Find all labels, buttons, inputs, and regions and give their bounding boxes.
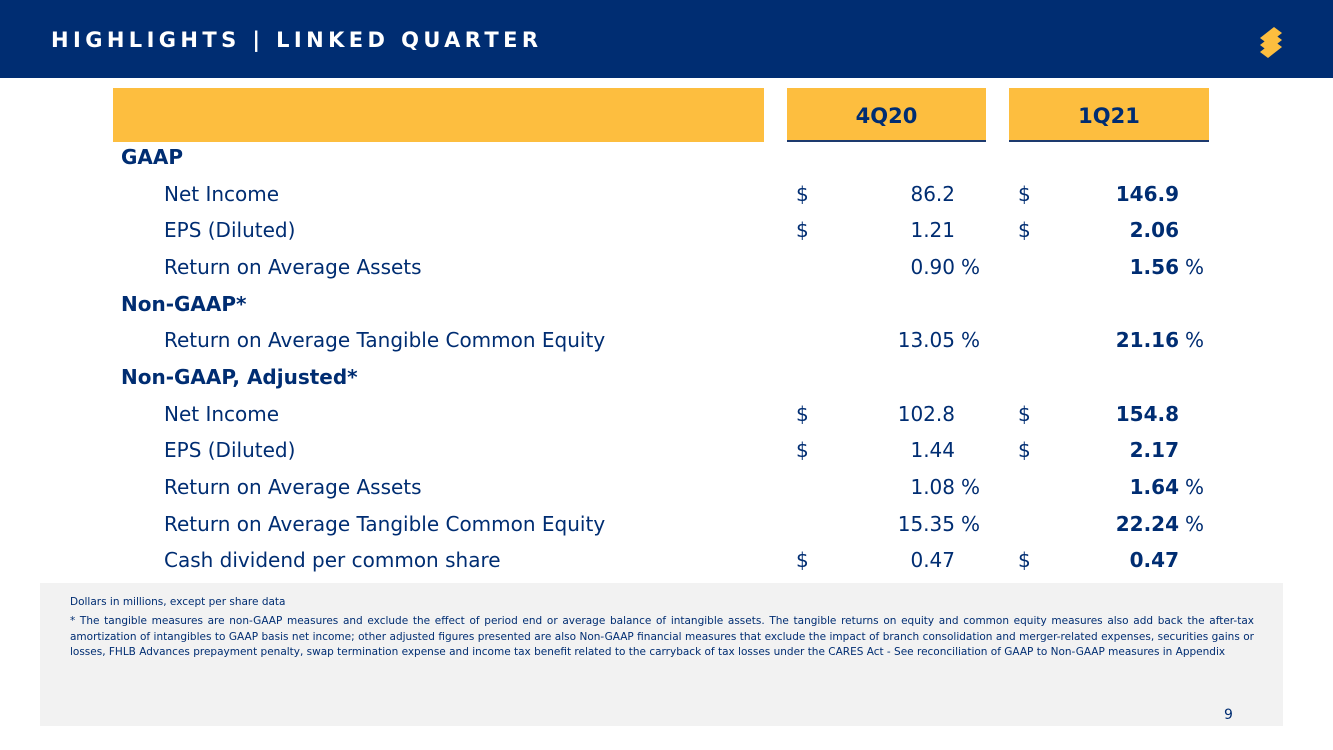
value-1q21: 1.64 [1129, 475, 1179, 499]
currency-symbol: $ [796, 402, 809, 426]
percent-sign: % [1185, 328, 1205, 352]
table-row: Return on Average Tangible Common Equity… [0, 506, 1333, 543]
currency-symbol: $ [796, 548, 809, 572]
value-1q21: 146.9 [1115, 182, 1179, 206]
row-label: Net Income [164, 182, 280, 206]
section-title: GAAP [121, 145, 184, 169]
row-label: Return on Average Tangible Common Equity [164, 512, 606, 536]
header-band-label [113, 88, 764, 142]
percent-sign: % [1185, 475, 1205, 499]
row-label: Return on Average Tangible Common Equity [164, 328, 606, 352]
value-4q20: 13.05 [897, 328, 955, 352]
row-label: Return on Average Assets [164, 475, 422, 499]
value-4q20: 0.47 [910, 548, 955, 572]
percent-sign: % [1185, 255, 1205, 279]
value-1q21: 2.06 [1129, 218, 1179, 242]
table-row: EPS (Diluted) $ 1.21 $ 2.06 [0, 212, 1333, 249]
footnotes-panel: Dollars in millions, except per share da… [40, 583, 1283, 726]
value-4q20: 102.8 [897, 402, 955, 426]
slide-header: HIGHLIGHTS | LINKED QUARTER [0, 0, 1333, 78]
currency-symbol: $ [1018, 548, 1031, 572]
value-1q21: 0.47 [1129, 548, 1179, 572]
table-row: Return on Average Assets 0.90 % 1.56 % [0, 249, 1333, 286]
currency-symbol: $ [1018, 402, 1031, 426]
section-title: Non-GAAP* [121, 292, 247, 316]
column-header-1q21-label: 1Q21 [1078, 104, 1140, 128]
value-4q20: 1.44 [910, 438, 955, 462]
units-note: Dollars in millions, except per share da… [70, 596, 286, 608]
table-row: Return on Average Tangible Common Equity… [0, 322, 1333, 359]
table-row: Net Income $ 86.2 $ 146.9 [0, 176, 1333, 213]
value-4q20: 0.90 [910, 255, 955, 279]
percent-sign: % [961, 512, 981, 536]
column-header-1q21: 1Q21 [1009, 88, 1209, 142]
table-row: EPS (Diluted) $ 1.44 $ 2.17 [0, 432, 1333, 469]
percent-sign: % [1185, 512, 1205, 536]
value-1q21: 1.56 [1129, 255, 1179, 279]
slide-title: HIGHLIGHTS | LINKED QUARTER [51, 28, 543, 52]
table-row: Cash dividend per common share $ 0.47 $ … [0, 542, 1333, 579]
row-label: Net Income [164, 402, 280, 426]
percent-sign: % [961, 475, 981, 499]
table-row: Return on Average Assets 1.08 % 1.64 % [0, 469, 1333, 506]
percent-sign: % [961, 328, 981, 352]
value-4q20: 15.35 [897, 512, 955, 536]
value-4q20: 1.08 [910, 475, 955, 499]
section-gaap: GAAP [0, 139, 1333, 176]
currency-symbol: $ [1018, 182, 1031, 206]
row-label: Cash dividend per common share [164, 548, 501, 572]
currency-symbol: $ [796, 218, 809, 242]
column-header-4q20-label: 4Q20 [855, 104, 918, 128]
value-1q21: 2.17 [1129, 438, 1179, 462]
column-header-4q20: 4Q20 [787, 88, 986, 142]
page-number: 9 [1224, 707, 1233, 723]
percent-sign: % [961, 255, 981, 279]
value-1q21: 154.8 [1115, 402, 1179, 426]
non-gaap-footnote: * The tangible measures are non-GAAP mea… [70, 615, 1254, 659]
currency-symbol: $ [1018, 218, 1031, 242]
section-non-gaap-adjusted: Non-GAAP, Adjusted* [0, 359, 1333, 396]
table-row: Net Income $ 102.8 $ 154.8 [0, 396, 1333, 433]
currency-symbol: $ [1018, 438, 1031, 462]
value-4q20: 86.2 [910, 182, 955, 206]
currency-symbol: $ [796, 438, 809, 462]
s-logo-icon [1260, 27, 1282, 58]
row-label: EPS (Diluted) [164, 218, 296, 242]
row-label: EPS (Diluted) [164, 438, 296, 462]
value-1q21: 21.16 [1115, 328, 1179, 352]
row-label: Return on Average Assets [164, 255, 422, 279]
currency-symbol: $ [796, 182, 809, 206]
section-non-gaap: Non-GAAP* [0, 286, 1333, 323]
section-title: Non-GAAP, Adjusted* [121, 365, 358, 389]
value-1q21: 22.24 [1115, 512, 1179, 536]
value-4q20: 1.21 [910, 218, 955, 242]
